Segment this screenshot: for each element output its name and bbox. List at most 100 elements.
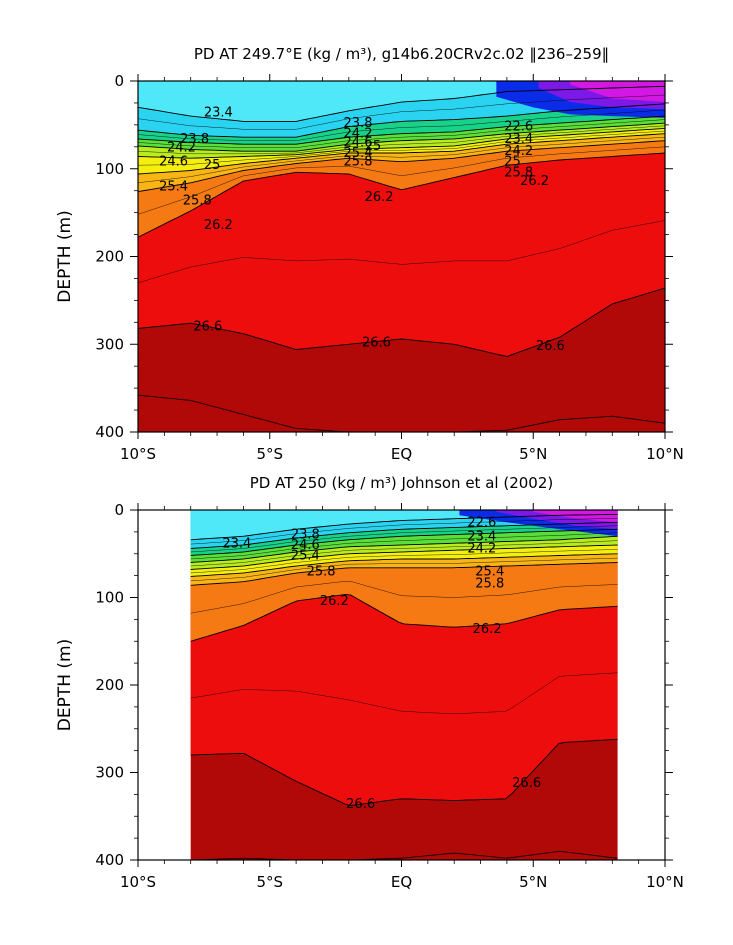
panel2-contour-minor-1 (190, 525, 618, 553)
panel1-contour-label: 25.4 (344, 146, 373, 161)
panel2-ytick-label: 0 (114, 501, 124, 519)
panel1-contour-label: 26.6 (193, 320, 222, 335)
panel1-isopycnal-26-6 (137, 287, 666, 357)
panel1-xtick-label: 10°S (120, 445, 156, 463)
panel2-contour-label: 23.8 (291, 528, 320, 543)
panel1-contour-label: 23.4 (204, 106, 233, 121)
panel2-band-above-23-4 (190, 510, 618, 540)
panel1-contour-label: 25 (204, 158, 221, 173)
panel1-xtick-label: 10°N (646, 445, 684, 463)
panel2-contour-minor-7 (190, 672, 618, 715)
panel1-isopycnal-23-8 (137, 103, 666, 138)
panel2-ylabel: DEPTH (m) (55, 639, 75, 731)
panel1-isopycnal-25-4 (137, 133, 666, 175)
panel1-contour-label: 25.8 (183, 193, 212, 208)
panel1-contour-minor-0 (137, 94, 666, 130)
panel1-isopycnal-24-2 (137, 115, 666, 145)
panel1-contour-label: 26.6 (362, 335, 391, 350)
panel2-isopycnal-26-2 (190, 593, 618, 642)
panel2-contour-label: 26.6 (346, 797, 375, 812)
panel1-contour-label: 26.2 (520, 174, 549, 189)
panel1-xtick-label: EQ (391, 445, 412, 463)
panel2-xtick-label: EQ (391, 873, 412, 891)
panel2-isopycnal-27 (190, 850, 618, 861)
panel2-xtick-label: 10°N (646, 873, 684, 891)
panel2-isopycnal-26-6 (190, 738, 618, 806)
panel1-isopycnal-24-6 (137, 122, 666, 152)
panel2-isopycnal-23-4 (190, 513, 618, 541)
panel1-isopycnal-25 (137, 127, 666, 159)
panel1-contour-label: 24.6 (344, 135, 373, 150)
panel2-plot: 23.426.226.226.626.623.824.625.425.822.6… (55, 474, 684, 891)
panel1-contour-label: 24.6 (159, 155, 188, 170)
panel1-contour-minor-5 (137, 136, 666, 184)
panel1-contour-label: 23.8 (180, 132, 209, 147)
panel1-contour-label: 26.2 (365, 190, 394, 205)
panel1-contour-minor-2 (137, 119, 666, 148)
panel2-isopycnal-25 (190, 544, 618, 570)
panel2-ytick-label: 200 (95, 676, 124, 694)
panel2-contour-label: 25.4 (291, 549, 320, 564)
panel2-ytick-label: 100 (95, 589, 124, 607)
panel2-xtick-label: 5°S (256, 873, 283, 891)
panel1-ytick-label: 0 (114, 72, 124, 90)
panel2-contour-label: 26.6 (512, 776, 541, 791)
panel1-contour-label: 25.8 (504, 165, 533, 180)
panel1-contour-minor-1 (137, 109, 666, 141)
panel1-ytick-label: 100 (95, 160, 124, 178)
panel2-isopycnal-24-2 (190, 528, 618, 556)
panel1-isopycnal-26-2 (137, 152, 666, 238)
panel2-contour-label: 23.4 (467, 529, 496, 544)
panel2-surface-patch-3 (533, 510, 618, 523)
panel1-contour-label: 25 (504, 155, 521, 170)
panel1-contour-label: 25.8 (344, 155, 373, 170)
panel1-contour-label: 25.4 (159, 179, 188, 194)
panel2-contour-label: 24.6 (291, 538, 320, 553)
panel2-contour-minor-2 (190, 532, 618, 560)
panel1-contour-label: 24.2 (504, 144, 533, 159)
panel2-contour-label: 24.2 (467, 542, 496, 557)
panel1-contour-label: 24.2 (344, 127, 373, 142)
panel1-contour-label: 26.6 (536, 339, 565, 354)
panel2-contour-label: 25.4 (475, 564, 504, 579)
panel2-xtick-label: 5°N (519, 873, 547, 891)
panel2-contour-label: 22.6 (467, 515, 496, 530)
panel1-surface-patch-3 (570, 81, 665, 103)
panel2-contour-label: 23.4 (222, 536, 251, 551)
panel1-xtick-label: 5°S (256, 445, 283, 463)
panel2-contour-minor-3 (190, 540, 618, 567)
panel2-title: PD AT 250 (kg / m³) Johnson et al (2002) (250, 474, 553, 492)
panel1-isopycnal-25-8 (137, 140, 666, 193)
panel1-contour-label: 22.6 (504, 120, 533, 135)
panel1-band-above-23-4 (138, 81, 665, 122)
panel1-contour-minor-7 (137, 220, 666, 284)
panel1-title: PD AT 249.7°E (kg / m³), g14b6.20CRv2c.0… (194, 45, 609, 63)
panel2-contour-minor-4 (190, 549, 618, 574)
panel1-isopycnal-23-4 (137, 85, 666, 122)
panel2-contour-label: 26.2 (320, 594, 349, 609)
panel2-isopycnal-24-6 (190, 535, 618, 563)
panel2-contour-label: 25.8 (475, 577, 504, 592)
panel2-ytick-label: 400 (95, 851, 124, 869)
panel1-contour-label: 25 (365, 139, 382, 154)
panel2-contour-label: 26.2 (473, 622, 502, 637)
panel2-isopycnal-23-8 (190, 521, 618, 549)
panel1-ytick-label: 200 (95, 248, 124, 266)
panel1-contour-minor-4 (137, 130, 666, 166)
panel1-contour-label: 26.2 (204, 218, 233, 233)
panel2-contour-minor-5 (190, 557, 618, 582)
panel1-xtick-label: 5°N (519, 445, 547, 463)
panel1-contour-minor-6 (137, 146, 666, 215)
panel1-ytick-label: 400 (95, 423, 124, 441)
panel2-isopycnal-25-4 (190, 553, 618, 577)
panel1-contour-label: 24.2 (167, 141, 196, 156)
panel2-xtick-label: 10°S (120, 873, 156, 891)
panel1-ytick-label: 300 (95, 335, 124, 353)
panel1-contour-minor-3 (137, 125, 666, 155)
panel1-contour-label: 23.4 (504, 132, 533, 147)
panel2-isopycnal-25-8 (190, 562, 618, 586)
panel2-contour-minor-0 (190, 518, 618, 545)
panel2-ytick-label: 300 (95, 764, 124, 782)
